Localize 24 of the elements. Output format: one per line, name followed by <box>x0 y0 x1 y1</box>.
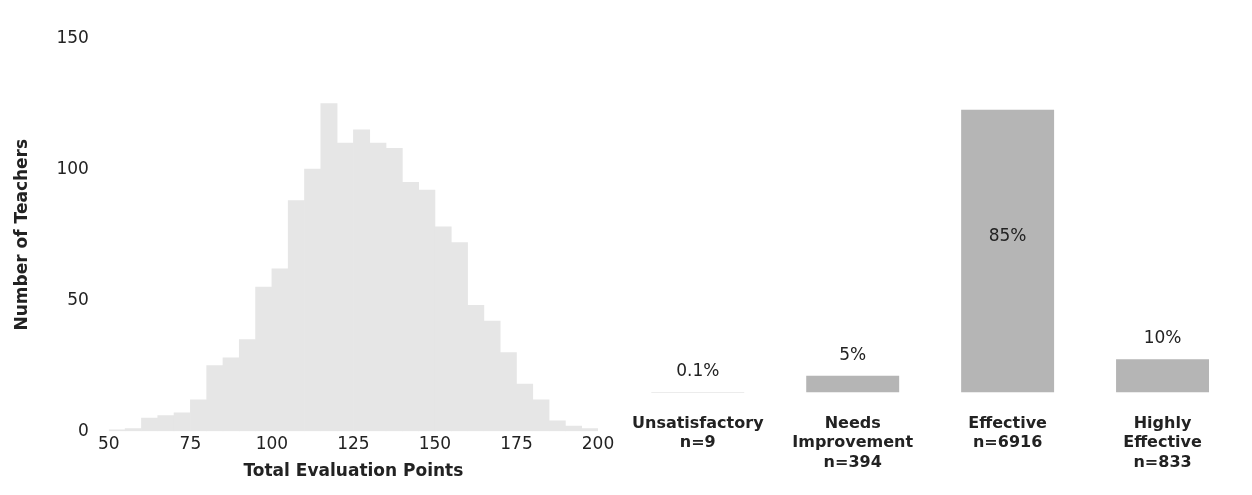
y-axis-title: Number of Teachers <box>10 138 31 331</box>
data-label: 5% <box>839 343 867 364</box>
x-tick-label: 100 <box>255 432 289 453</box>
x-tick-label: Needs Improvement n=394 <box>792 413 914 471</box>
x-tick-label: 50 <box>98 432 120 453</box>
x-tick-label: 75 <box>179 432 202 453</box>
y-tick-label: 0 <box>78 419 89 440</box>
bar <box>1116 359 1210 393</box>
y-tick-label: 100 <box>56 157 89 178</box>
x-tick-label: 125 <box>337 432 370 453</box>
data-label: 0.1% <box>676 359 720 380</box>
x-tick-label: 150 <box>418 432 452 453</box>
y-tick-label: 150 <box>56 26 89 47</box>
y-tick-label: 50 <box>67 288 89 309</box>
data-label: 10% <box>1143 327 1182 348</box>
x-tick-label: 200 <box>581 432 615 453</box>
bar <box>961 109 1055 393</box>
x-tick-label: Highly Effective n=833 <box>1123 413 1203 471</box>
x-axis-title: Total Evaluation Points <box>243 460 464 481</box>
x-tick-label: Unsatisfactory n=9 <box>632 413 765 452</box>
x-tick-label: 175 <box>500 432 533 453</box>
x-tick-label: Effective n=6916 <box>968 413 1048 452</box>
bar <box>806 375 900 393</box>
data-label: 85% <box>988 225 1027 246</box>
